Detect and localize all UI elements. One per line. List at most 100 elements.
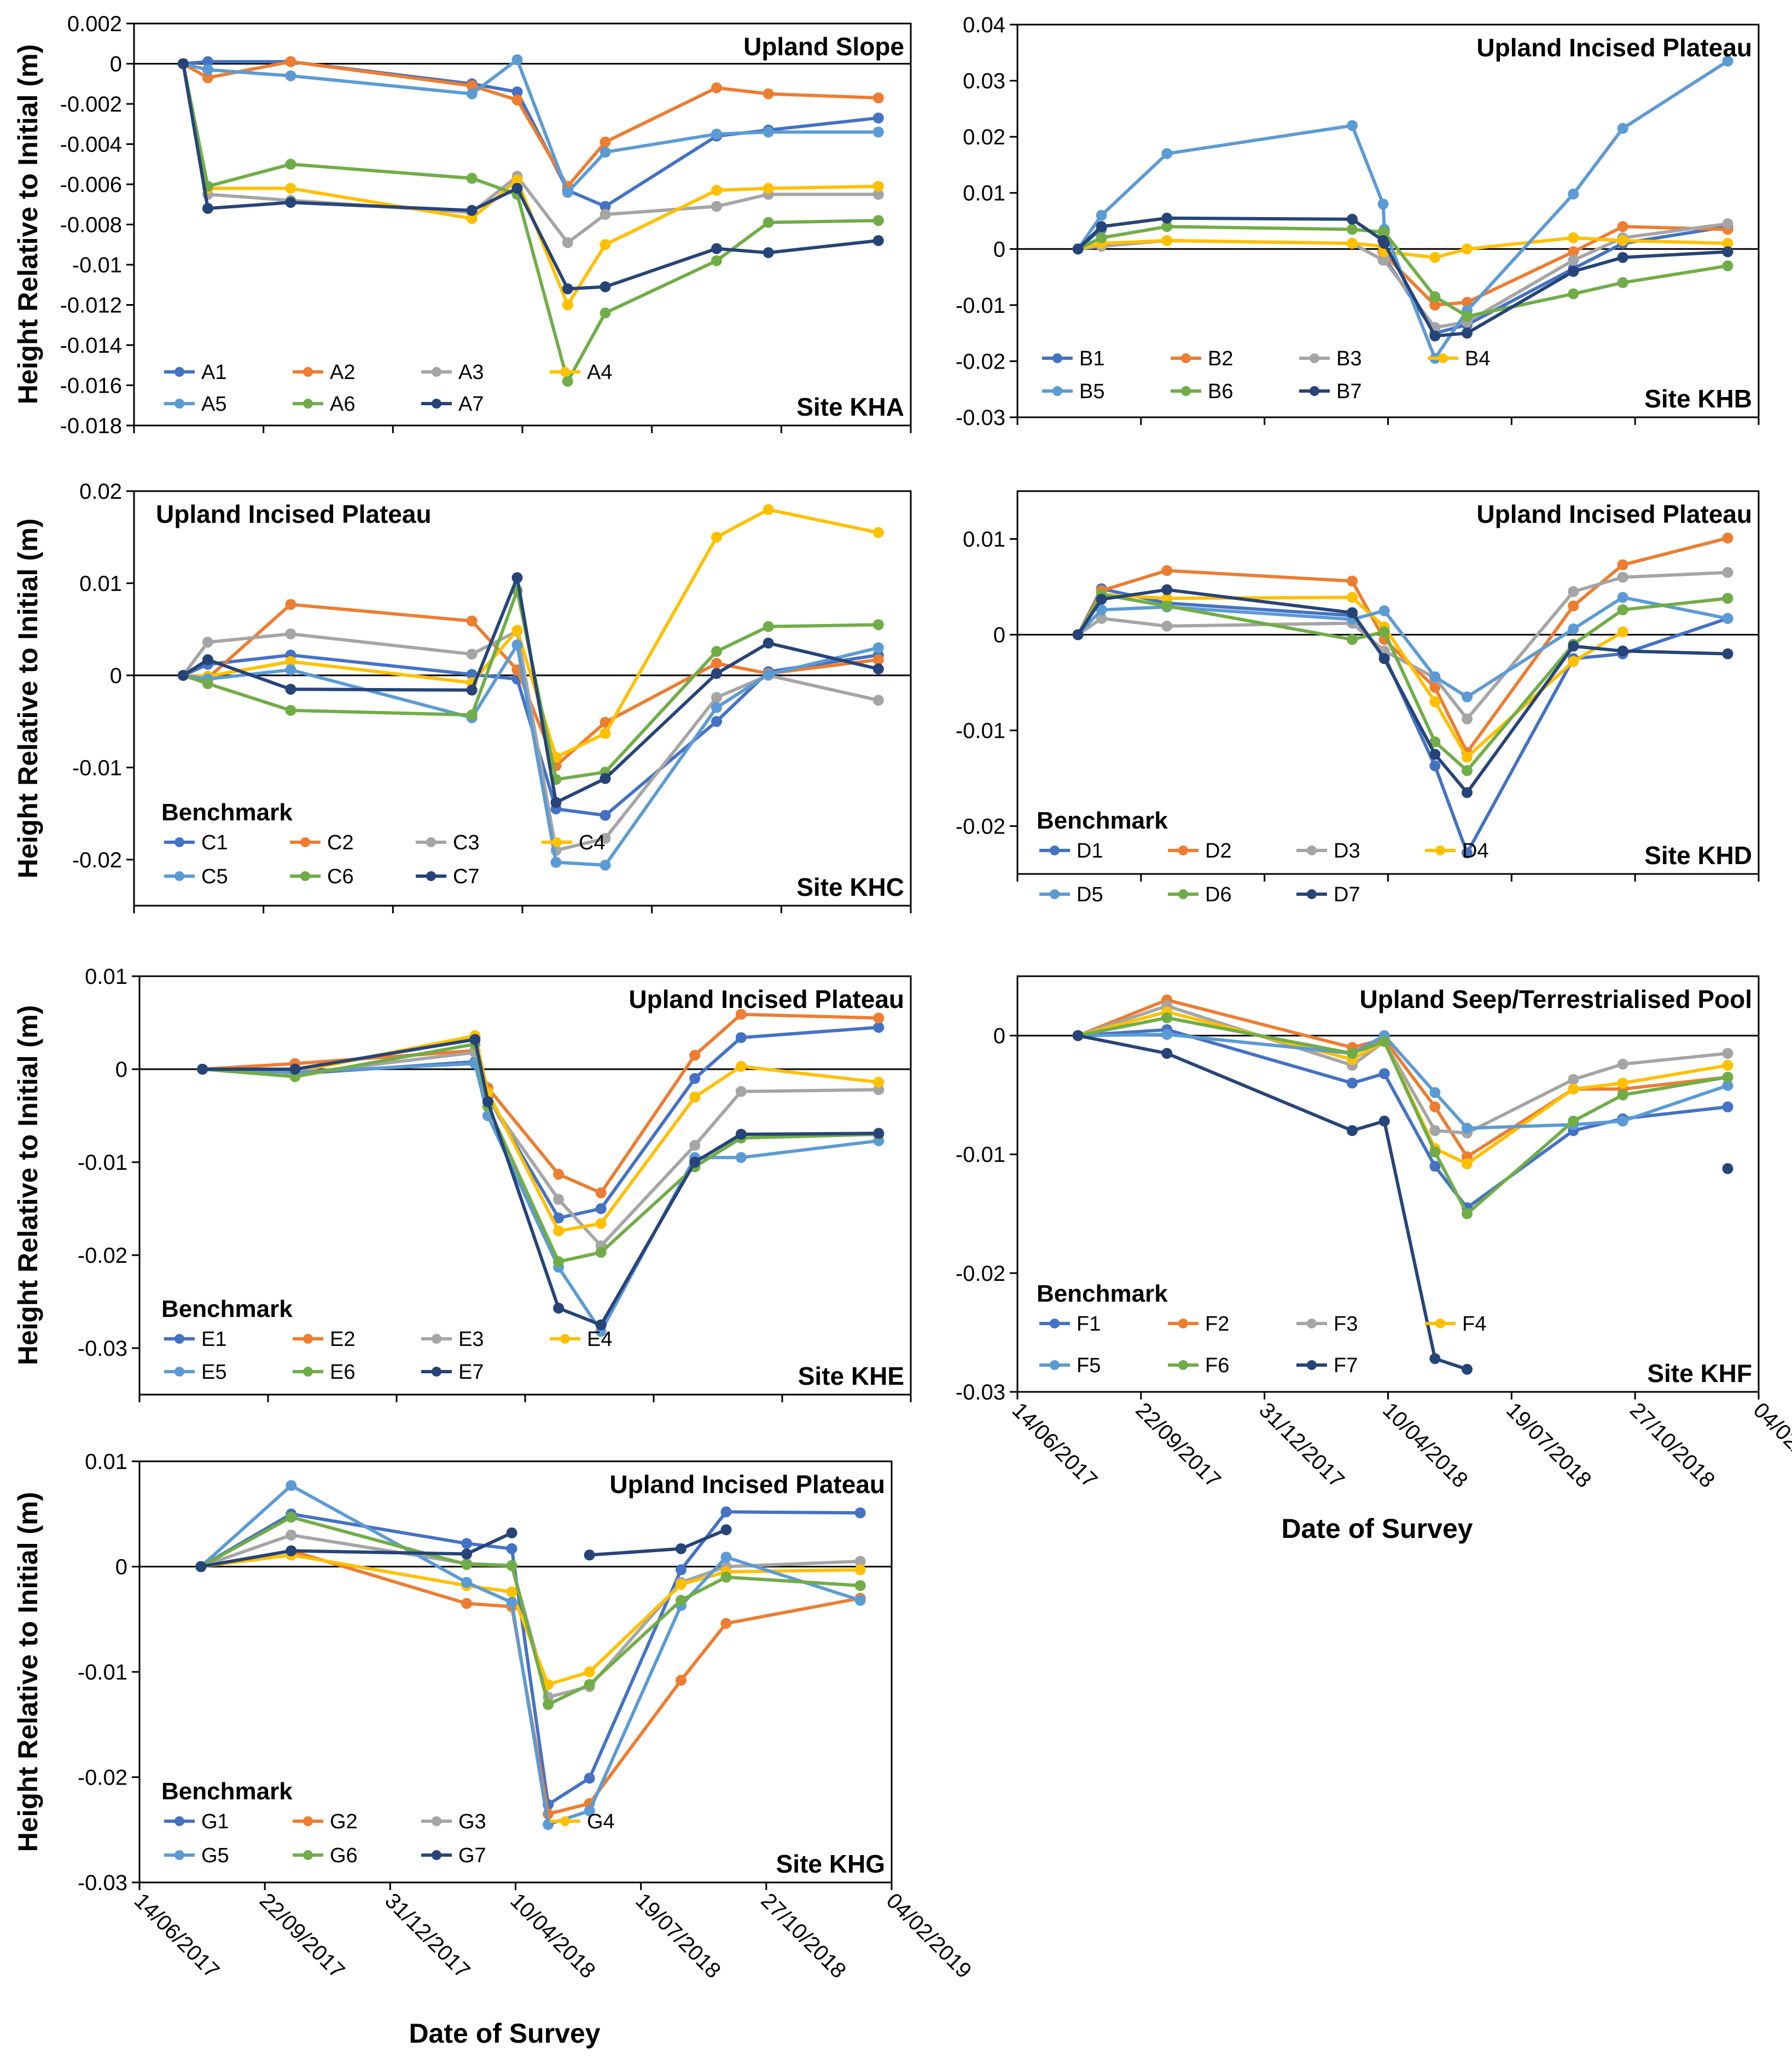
x-tick-label: 22/09/2017	[1131, 1398, 1225, 1493]
data-point-a2	[763, 88, 774, 100]
series-line-a5	[183, 58, 878, 194]
legend-marker	[303, 399, 313, 409]
y-tick-label: -0.02	[956, 815, 1005, 839]
legend-label: A6	[330, 393, 355, 416]
data-point-b5	[1377, 199, 1389, 210]
x-tick-label: 10/04/2018	[1378, 1398, 1473, 1493]
data-point-f6	[1617, 1089, 1628, 1101]
legend-item: D7	[1296, 883, 1360, 906]
y-tick-label: -0.02	[78, 1766, 127, 1790]
legend-item: G2	[293, 1810, 358, 1833]
data-point-e2	[735, 1008, 747, 1020]
legend-label: C5	[201, 865, 228, 888]
data-point-d4	[1429, 696, 1441, 707]
y-tick-label: 0.01	[85, 965, 127, 989]
series-line-e1	[202, 1025, 879, 1220]
y-tick-label: -0.01	[78, 1660, 127, 1684]
data-point-d7	[1462, 787, 1473, 798]
legend-item: B5	[1042, 380, 1104, 403]
data-point-a3	[600, 209, 611, 220]
y-tick-label: -0.002	[60, 92, 122, 116]
legend-item: A6	[293, 393, 355, 416]
legend-label: F3	[1334, 1313, 1358, 1336]
data-point-f6	[1429, 1146, 1441, 1158]
legend-item: F3	[1296, 1313, 1358, 1336]
chart-panel: 0.01 0 -0.01 -0.02 Upland Incised Plateau Sit…	[956, 490, 1760, 906]
data-point-e1	[735, 1032, 747, 1043]
legend-item: A2	[293, 361, 355, 384]
data-point-b5	[1722, 55, 1733, 67]
x-tick-label: 31/12/2017	[380, 1888, 475, 1983]
y-tick-label: 0.01	[85, 1450, 127, 1474]
data-point-g6	[286, 1512, 297, 1523]
data-point-e7	[689, 1157, 701, 1168]
data-point-a6	[711, 255, 722, 266]
legend-label: B1	[1079, 347, 1104, 370]
legend: Benchmark G1 G2 G3 G4 G5 G6 G7	[161, 1778, 615, 1867]
legend-label: E2	[330, 1328, 355, 1351]
panel-title: Upland Incised Plateau	[1476, 33, 1752, 62]
data-point-f5	[1722, 1080, 1733, 1091]
data-point-c7	[466, 684, 478, 696]
data-point-g4	[854, 1564, 866, 1576]
data-point-e2	[873, 1012, 885, 1024]
data-point-a2	[466, 80, 478, 91]
legend-marker	[303, 367, 313, 377]
legend-marker	[1050, 889, 1060, 899]
legend-item: D2	[1168, 839, 1232, 862]
legend-marker	[174, 1334, 184, 1344]
data-point-b5	[1096, 209, 1107, 221]
x-tick-label: 04/02/2019	[1749, 1398, 1792, 1493]
data-point-c3	[466, 649, 478, 660]
data-point-f6	[1722, 1071, 1733, 1083]
data-point-a7	[177, 58, 189, 69]
data-point-b4	[1347, 238, 1358, 249]
y-tick-label: -0.018	[60, 414, 122, 438]
legend-label: B7	[1336, 380, 1362, 403]
data-point-c4	[711, 532, 722, 543]
data-point-c2	[872, 654, 884, 666]
legend-item: C6	[290, 865, 354, 888]
legend-label: D1	[1077, 839, 1103, 862]
legend-item: A4	[550, 361, 612, 384]
y-tick-label: -0.01	[956, 1143, 1005, 1167]
legend-label: B5	[1079, 380, 1104, 403]
data-point-g4	[584, 1666, 595, 1677]
data-point-e2	[595, 1187, 607, 1199]
site-label: Site KHF	[1647, 1359, 1752, 1387]
data-point-a5	[600, 147, 611, 158]
data-point-f1	[1429, 1161, 1441, 1172]
data-point-c2	[600, 716, 611, 728]
data-point-c3	[202, 637, 213, 648]
y-tick-label: 0.01	[79, 572, 122, 596]
legend-item: E2	[293, 1328, 355, 1351]
x-tick-label: 19/07/2018	[631, 1888, 725, 1983]
series-line-f7	[1078, 1034, 1468, 1371]
legend-label: F1	[1077, 1313, 1101, 1336]
data-point-b5	[1347, 120, 1358, 131]
chart-panel: 0.02 0.01 0 -0.01 -0.02 Upland Incised Platea…	[72, 480, 912, 913]
data-point-b7	[1462, 328, 1473, 339]
data-point-c7	[285, 684, 296, 695]
legend-title: Benchmark	[161, 799, 293, 826]
data-point-f1	[1378, 1068, 1390, 1080]
legend-item: A5	[164, 393, 226, 416]
data-point-c7	[763, 637, 774, 649]
data-point-b7	[1161, 212, 1173, 224]
data-point-e7	[595, 1319, 607, 1331]
site-label: Site KHB	[1644, 384, 1752, 413]
x-tick-label: 04/02/2019	[882, 1888, 976, 1983]
plot-frame	[138, 1460, 893, 1884]
legend-label: A1	[201, 361, 226, 384]
data-point-b4	[1617, 235, 1628, 246]
y-tick-label: -0.014	[60, 334, 122, 358]
data-point-g7	[286, 1545, 297, 1556]
legend-marker	[426, 871, 436, 881]
data-point-g5	[854, 1595, 866, 1606]
data-point-f1	[1347, 1077, 1358, 1089]
data-point-a7	[711, 243, 722, 254]
data-point-d7	[1429, 749, 1441, 760]
data-point-a4	[763, 183, 774, 194]
legend-label: B3	[1336, 347, 1362, 370]
data-point-g2	[461, 1598, 473, 1609]
